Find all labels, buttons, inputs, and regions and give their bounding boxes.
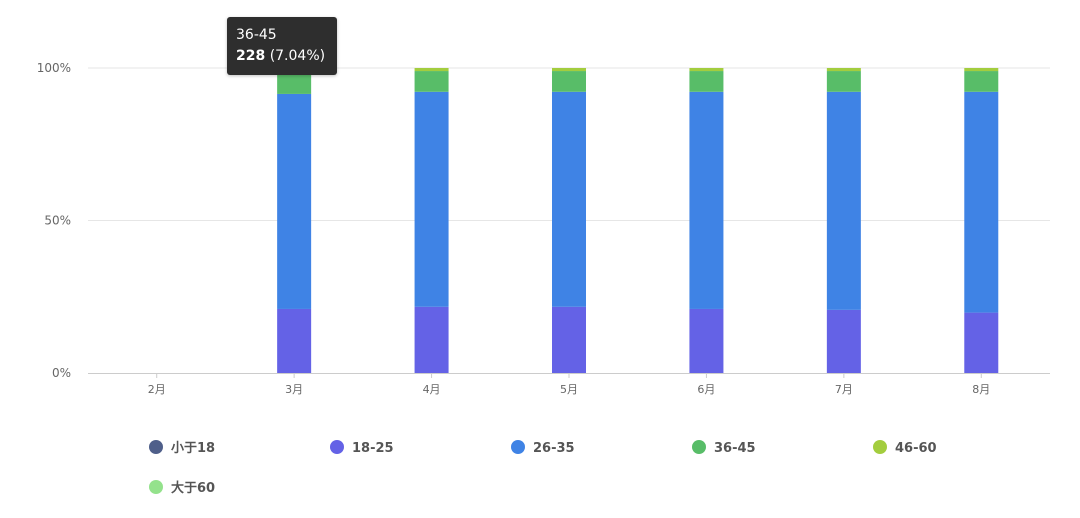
legend-marker[interactable] <box>692 440 706 454</box>
bar-tooltip: 36-45 228 (7.04%) <box>227 17 337 75</box>
y-tick-label: 0% <box>52 366 71 380</box>
legend: 小于18 18-25 26-35 36-45 46-60 大于60 <box>149 440 937 496</box>
bar-segment[interactable] <box>827 92 861 310</box>
bar-segment[interactable] <box>552 307 586 373</box>
legend-label[interactable]: 36-45 <box>714 441 756 456</box>
bar-segment[interactable] <box>964 313 998 373</box>
bar-segment[interactable] <box>277 94 311 309</box>
legend-marker[interactable] <box>149 440 163 454</box>
x-tick-label: 7月 <box>835 383 853 396</box>
bar-segment[interactable] <box>964 71 998 92</box>
legend-label[interactable]: 46-60 <box>895 441 937 456</box>
legend-label[interactable]: 18-25 <box>352 441 394 456</box>
legend-label[interactable]: 小于18 <box>171 441 215 456</box>
bar-segment[interactable] <box>415 92 449 307</box>
legend-marker[interactable] <box>873 440 887 454</box>
bar-segment[interactable] <box>552 92 586 307</box>
x-tick-label: 5月 <box>560 383 578 396</box>
axes: 0% 50% 100% 2月 3月 4月 5月 6月 7月 8月 <box>37 61 1050 396</box>
bar-segment[interactable] <box>964 92 998 313</box>
x-tick-label: 2月 <box>148 383 166 396</box>
x-tick-label: 4月 <box>423 383 441 396</box>
bar-segment[interactable] <box>964 68 998 71</box>
bar-segment[interactable] <box>827 68 861 71</box>
tooltip-value-row: 228 (7.04%) <box>236 46 328 67</box>
bar-segment[interactable] <box>552 71 586 92</box>
y-tick-label: 100% <box>37 61 71 75</box>
y-tick-label: 50% <box>44 214 71 228</box>
bar-segment[interactable] <box>552 68 586 71</box>
bar-segment[interactable] <box>689 68 723 71</box>
legend-marker[interactable] <box>511 440 525 454</box>
bar-segment[interactable] <box>689 92 723 309</box>
legend-label[interactable]: 大于60 <box>171 480 215 496</box>
bar-segment[interactable] <box>277 309 311 373</box>
tooltip-value: 228 <box>236 48 265 64</box>
bar-segment[interactable] <box>415 307 449 373</box>
legend-marker[interactable] <box>149 480 163 494</box>
x-tick-label: 3月 <box>285 383 303 396</box>
bar-segment[interactable] <box>689 309 723 373</box>
bar-segment[interactable] <box>415 71 449 92</box>
x-tick-label: 8月 <box>972 383 990 396</box>
legend-label[interactable]: 26-35 <box>533 441 575 456</box>
tooltip-percent: (7.04%) <box>270 48 325 64</box>
tooltip-series-name: 36-45 <box>236 25 328 46</box>
x-tick-label: 6月 <box>697 383 715 396</box>
bar-segment[interactable] <box>827 310 861 373</box>
legend-marker[interactable] <box>330 440 344 454</box>
bar-segment[interactable] <box>689 71 723 92</box>
bar-segment[interactable] <box>277 72 311 93</box>
bar-segment[interactable] <box>827 71 861 92</box>
bar-segment[interactable] <box>415 68 449 71</box>
